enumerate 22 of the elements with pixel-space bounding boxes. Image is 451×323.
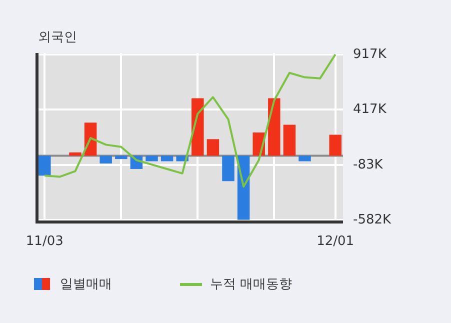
y-tick-label: -83K: [353, 157, 384, 172]
bar: [329, 134, 342, 156]
x-tick-label: 11/03: [26, 234, 64, 250]
bar: [283, 124, 296, 156]
bar: [115, 156, 128, 160]
bar: [38, 156, 51, 176]
legend-label: 누적 매매동향: [210, 276, 292, 293]
y-tick-label: 417K: [353, 102, 387, 118]
y-tick-label: 917K: [353, 46, 387, 62]
y-tick-label: -582K: [353, 212, 392, 228]
bar: [192, 98, 204, 156]
bar: [268, 98, 280, 156]
bar: [222, 156, 234, 182]
bar: [69, 152, 82, 156]
legend-label: 일별매매: [60, 276, 112, 293]
bar: [146, 156, 158, 162]
bar: [160, 156, 174, 162]
bar: [206, 139, 220, 156]
bar: [298, 156, 311, 162]
bar: [100, 156, 112, 164]
x-tick-label: 12/01: [316, 234, 354, 250]
chart-title: 외국인: [38, 29, 77, 46]
